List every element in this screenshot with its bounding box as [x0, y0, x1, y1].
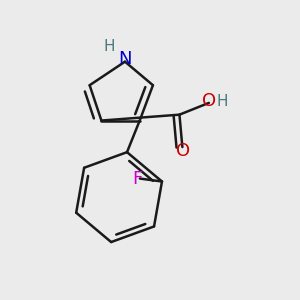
- Text: O: O: [176, 142, 190, 160]
- Text: O: O: [202, 92, 216, 110]
- Text: H: H: [103, 39, 115, 54]
- Text: F: F: [132, 169, 142, 188]
- Text: N: N: [118, 50, 132, 68]
- Text: H: H: [216, 94, 228, 109]
